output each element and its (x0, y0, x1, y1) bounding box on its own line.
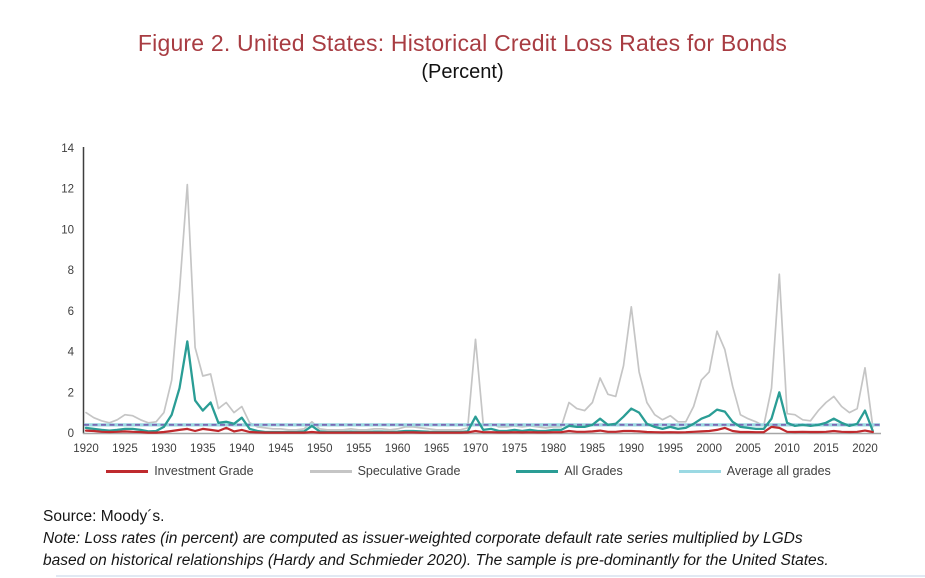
figure-notes: Source: Moody´s. Note: Loss rates (in pe… (43, 506, 911, 572)
legend-item-speculative-grade: Speculative Grade (309, 464, 461, 478)
x-tick-label: 2015 (813, 443, 839, 455)
x-tick-label: 1955 (346, 443, 372, 455)
legend-label-all-grades: All Grades (564, 464, 623, 478)
legend-swatch-investment-grade (106, 469, 149, 473)
x-tick-label: 1995 (657, 443, 683, 455)
x-tick-label: 1930 (151, 443, 177, 455)
x-tick-label: 1960 (385, 443, 411, 455)
legend-swatch-average-all-grades (678, 469, 721, 473)
bottom-divider (56, 575, 925, 577)
x-tick-label: 1975 (502, 443, 528, 455)
x-tick-label: 1935 (190, 443, 216, 455)
legend-label-average-all-grades: Average all grades (726, 464, 831, 478)
x-tick-label: 1990 (619, 443, 645, 455)
legend-swatch-speculative-grade (309, 469, 352, 473)
x-tick-label: 2020 (852, 443, 878, 455)
x-tick-label: 1980 (541, 443, 567, 455)
series-investment-grade-line (84, 425, 874, 434)
x-tick-label: 2010 (774, 443, 800, 455)
note-line-2: based on historical relationships (Hardy… (43, 552, 829, 569)
y-tick-label: 10 (61, 224, 74, 236)
x-tick-label: 1925 (112, 443, 138, 455)
loss-rates-chart: 0 2 4 6 8 10 12 14 1920 1925 1930 1935 1940 1945 1950 1… (61, 143, 881, 455)
y-tick-label: 0 (68, 428, 74, 440)
legend-swatch-all-grades (516, 469, 559, 473)
x-tick-label: 1945 (268, 443, 294, 455)
x-tick-label: 2005 (735, 443, 761, 455)
series-all-grades-line (84, 340, 874, 434)
chart-legend: Investment Grade Speculative Grade All Gra… (6, 464, 925, 478)
x-tick-label: 1920 (73, 443, 99, 455)
figure-subtitle: (Percent) (421, 61, 504, 83)
x-tick-label: 1970 (463, 443, 489, 455)
y-tick-label: 2 (68, 387, 74, 399)
x-tick-label: 1950 (307, 443, 333, 455)
source-text: Source: Moody´s. (43, 508, 165, 525)
x-tick-label: 2000 (696, 443, 722, 455)
legend-label-investment-grade: Investment Grade (154, 464, 254, 478)
y-tick-label: 12 (61, 184, 74, 196)
note-line-1: Note: Loss rates (in percent) are comput… (43, 530, 803, 547)
figure-title: Figure 2. United States: Historical Cred… (137, 30, 788, 56)
legend-label-speculative-grade: Speculative Grade (357, 464, 461, 478)
series-speculative-grade-line (85, 183, 874, 431)
x-tick-label: 1985 (580, 443, 606, 455)
y-tick-label: 14 (61, 143, 74, 155)
y-tick-label: 8 (68, 265, 74, 277)
legend-item-average-all-grades: Average all grades (678, 464, 831, 478)
y-tick-label: 6 (68, 306, 74, 318)
x-tick-label: 1940 (229, 443, 255, 455)
y-tick-label: 4 (68, 347, 75, 359)
legend-item-all-grades: All Grades (516, 464, 623, 478)
x-tick-label: 1965 (424, 443, 450, 455)
legend-item-investment-grade: Investment Grade (106, 464, 254, 478)
